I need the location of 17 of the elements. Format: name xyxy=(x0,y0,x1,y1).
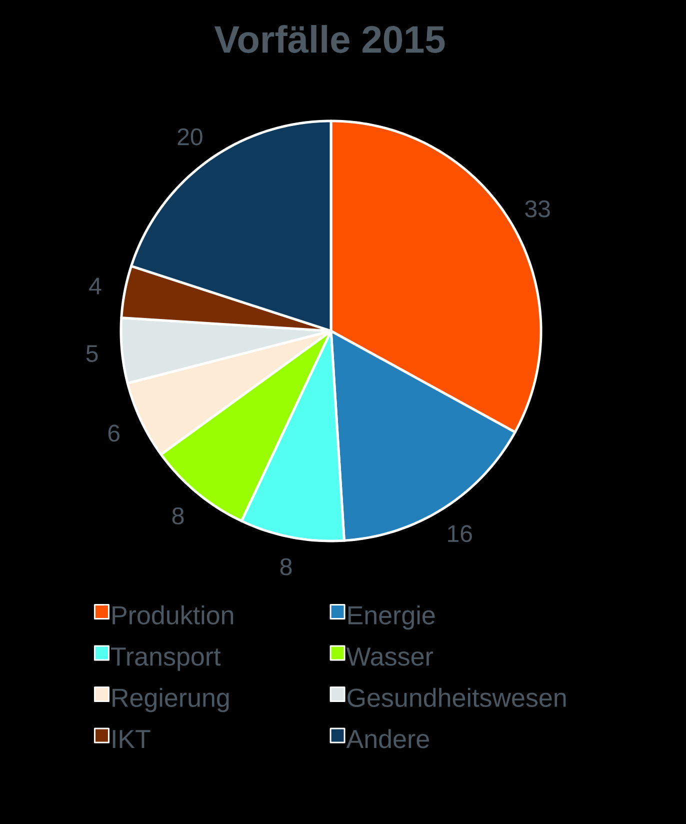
legend-label: Andere xyxy=(346,729,429,748)
data-label: 6 xyxy=(108,424,120,442)
data-label: 4 xyxy=(89,278,102,294)
chart-title: Vorfälle 2015 xyxy=(214,25,445,53)
legend-label: IKT xyxy=(112,730,150,748)
data-label: 20 xyxy=(178,128,202,146)
data-label: 5 xyxy=(86,345,98,362)
legend-label: Transport xyxy=(111,648,221,671)
legend-label: Produktion xyxy=(112,605,234,624)
legend-label: Wasser xyxy=(346,648,434,666)
data-label: 8 xyxy=(280,558,292,576)
data-label: 16 xyxy=(448,525,472,542)
data-label: 8 xyxy=(172,507,184,524)
legend-label: Regierung xyxy=(112,688,229,712)
legend-label: Energie xyxy=(348,605,435,630)
data-label: 33 xyxy=(525,200,550,218)
legend-label: Gesundheitswesen xyxy=(348,688,566,707)
